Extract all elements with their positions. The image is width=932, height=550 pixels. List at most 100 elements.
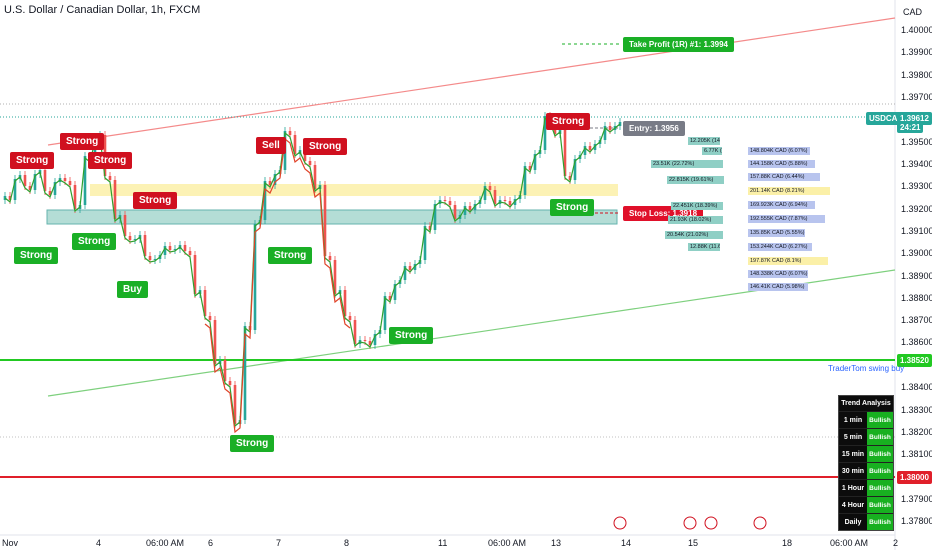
price-tick: 1.38200 [901,427,932,437]
volume-buy-bar: 22.815K (19.61%) [667,176,724,184]
candle-body [48,191,52,195]
red-level-tag: 1.38000 [897,471,932,484]
candle-body [148,256,152,260]
trend-timeframe: 30 min [841,467,865,475]
currency-label[interactable]: CAD [903,7,923,17]
trend-timeframe: 4 Hour [841,501,865,509]
candle-body [433,204,437,230]
candle-body [523,166,527,195]
upper-trendline[interactable] [47,17,896,146]
trend-value: Bullish [867,497,893,513]
signal-sell-marker: Strong [88,152,133,169]
moving-average-line-red [204,137,351,434]
candle-body [83,156,87,205]
time-tick: 13 [551,538,562,548]
symbol-tag: USDCAD [866,112,907,125]
candle-body [508,201,512,205]
candle-body [293,135,297,154]
candle-body [193,255,197,294]
candle-body [583,146,587,155]
time-tick: Nov [2,538,19,548]
candle-body [573,159,577,180]
volume-profile-bar: 148.338K CAD (6.07%) [748,270,808,278]
candle-body [443,200,447,201]
candle-body [473,204,477,210]
trend-row: Daily Bullish [839,513,893,530]
current-price-tag: 1.39612 [897,112,932,125]
signal-sell-marker: Strong [60,133,105,150]
candle-body [513,199,517,205]
teal-zone[interactable] [46,209,618,225]
price-tick: 1.39900 [901,47,932,57]
candle-body [63,178,67,181]
signal-buy-marker: Strong [14,247,59,264]
trend-timeframe: 1 min [843,416,863,424]
candle-body [588,146,592,150]
volume-profile-bar: 201.14K CAD (8.21%) [748,187,830,195]
volume-profile-bar: 153.244K CAD (6.27%) [748,243,812,251]
candle-body [153,259,157,260]
candle-body [543,116,547,150]
candle-body [563,130,567,176]
signal-sell-marker: Strong [303,138,348,155]
candle-body [503,200,507,201]
trend-row: 4 Hour Bullish [839,496,893,513]
volume-buy-bar: 12.205K (14.5%) [688,137,720,145]
time-tick: 15 [688,538,699,548]
trend-value: Bullish [867,412,893,428]
candle-body [213,320,217,364]
price-tick: 1.38100 [901,449,932,459]
price-tick: 1.40000 [901,25,932,35]
price-tick: 1.39700 [901,92,932,102]
signal-buy-marker: Strong [550,199,595,216]
signal-sell-marker: Strong [10,152,55,169]
countdown-tag: 24:21 [897,122,924,133]
candle-body [353,320,357,344]
trend-value: Bullish [867,514,893,530]
economic-events[interactable] [613,516,767,530]
candle-body [493,190,497,204]
green-level-tag: 1.38520 [897,354,932,367]
candle-body [68,181,72,185]
trend-row: 1 Hour Bullish [839,479,893,496]
take-profit-label[interactable]: Take Profit (1R) #1: 1.3994 [623,37,735,52]
time-tick: 06:00 AM [146,538,185,548]
volume-profile-bar: 144.158K CAD (5.88%) [748,160,815,168]
price-tick: 1.39000 [901,248,932,258]
time-tick: 4 [96,538,102,548]
candle-body [363,340,367,341]
chart-title: U.S. Dollar / Canadian Dollar, 1h, FXCM [4,4,201,16]
price-tick: 1.38300 [901,405,932,415]
volume-buy-bar: 22.451K (18.39%) [671,202,723,210]
lower-trendline[interactable] [47,269,896,397]
volume-profile-bar: 157.88K CAD (6.44%) [748,173,820,181]
volume-buy-bar: 6.77K (11.8%) [702,147,722,155]
candle-body [73,185,77,209]
volume-profile-bar: 148.804K CAD (6.07%) [748,147,810,155]
time-tick: 06:00 AM [830,538,869,548]
signal-sell-marker: Sell [256,137,286,154]
candle-body [188,251,192,255]
trend-timeframe: 1 Hour [841,484,865,492]
candle-body [533,154,537,170]
volume-buy-bar: 21.93K (18.02%) [668,216,723,224]
candle-body [448,201,452,205]
candle-body [373,334,377,345]
price-tick: 1.39200 [901,204,932,214]
candle-body [333,260,337,294]
price-tick: 1.39800 [901,70,932,80]
candle-body [113,180,117,219]
candle-body [488,186,492,190]
signal-buy-marker: Buy [117,281,148,298]
price-tick: 1.39100 [901,226,932,236]
trend-row: 15 min Bullish [839,445,893,462]
candle-body [343,290,347,316]
candle-body [608,126,612,130]
entry-label[interactable]: Entry: 1.3956 [623,121,685,136]
trend-value: Bullish [867,480,893,496]
trend-timeframe: 15 min [841,450,865,458]
candle-body [403,266,407,280]
volume-profile-bar: 197.87K CAD (8.1%) [748,257,828,265]
candle-body [368,341,372,345]
